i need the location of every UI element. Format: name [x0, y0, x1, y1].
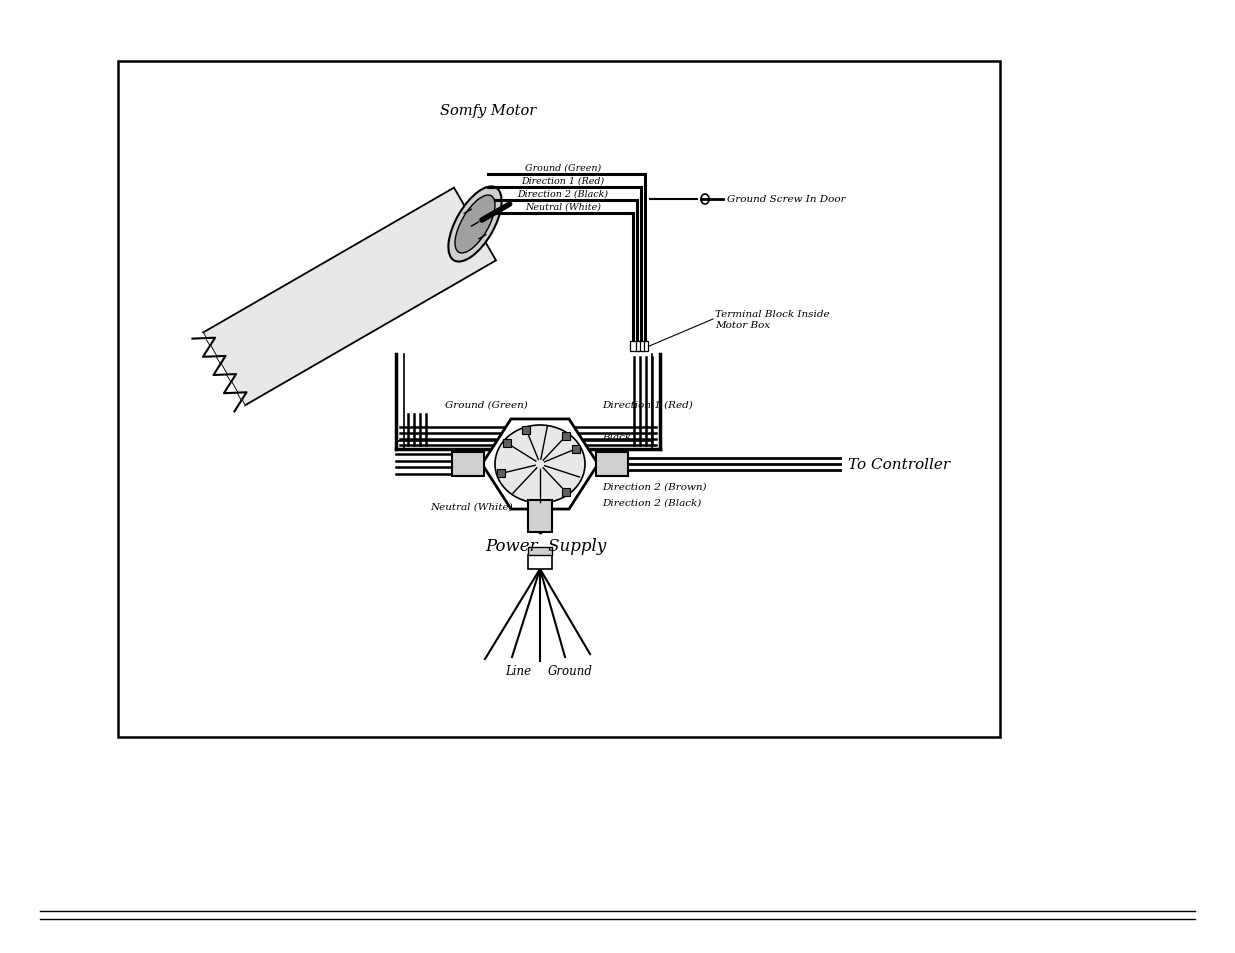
Bar [630, 341, 636, 352]
Bar [529, 547, 552, 556]
Bar [119, 62, 1000, 738]
Bar [529, 500, 552, 533]
Bar [562, 433, 569, 441]
Bar [529, 556, 552, 569]
Text: Direction 2 (Brown): Direction 2 (Brown) [601, 482, 706, 491]
Bar [562, 488, 569, 497]
Text: Terminal Block Inside
Motor Box: Terminal Block Inside Motor Box [715, 310, 830, 330]
Text: To Controller: To Controller [848, 457, 950, 472]
Text: Somfy Motor: Somfy Motor [440, 104, 536, 118]
Ellipse shape [454, 195, 495, 253]
Bar [634, 341, 640, 352]
Bar [503, 440, 511, 448]
Text: Direction 2 (Black): Direction 2 (Black) [601, 498, 701, 507]
Bar [452, 453, 484, 476]
Polygon shape [482, 419, 598, 510]
Text: Direction 2 (Black): Direction 2 (Black) [517, 190, 609, 199]
Bar [498, 470, 505, 477]
Text: Ground: Ground [547, 664, 593, 678]
Bar [642, 341, 648, 352]
Bar [522, 427, 530, 435]
Text: Direction 1 (Red): Direction 1 (Red) [521, 177, 605, 186]
Text: Direction 1 (Red): Direction 1 (Red) [601, 400, 693, 410]
Text: Black: Black [601, 432, 631, 441]
Text: Ground (Green): Ground (Green) [445, 400, 527, 410]
Text: Power  Supply: Power Supply [485, 537, 606, 555]
Text: Neutral (White): Neutral (White) [525, 203, 601, 212]
Polygon shape [193, 334, 247, 412]
Ellipse shape [448, 187, 501, 262]
Bar [638, 341, 643, 352]
Polygon shape [203, 189, 496, 406]
Ellipse shape [495, 426, 585, 503]
Text: Ground Screw In Door: Ground Screw In Door [727, 195, 846, 204]
Text: Neutral (White): Neutral (White) [430, 502, 513, 511]
Text: Ground (Green): Ground (Green) [525, 164, 601, 172]
Text: Line: Line [505, 664, 531, 678]
Bar [572, 445, 580, 454]
Bar [597, 453, 629, 476]
